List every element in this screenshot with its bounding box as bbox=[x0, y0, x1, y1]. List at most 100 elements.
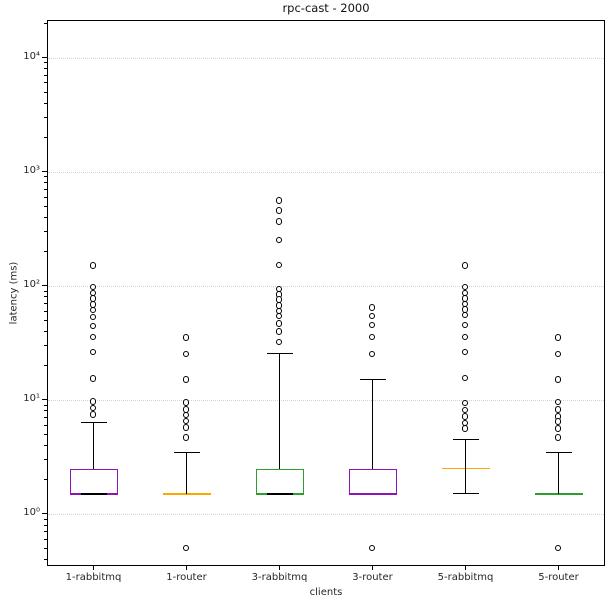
y-minor-tick bbox=[44, 479, 47, 481]
whisker-line bbox=[464, 439, 467, 469]
x-tick-label: 5-rabbitmq bbox=[437, 572, 494, 583]
median-line bbox=[162, 493, 211, 495]
flier-point bbox=[182, 399, 190, 406]
y-minor-tick bbox=[44, 22, 47, 24]
y-minor-tick bbox=[44, 102, 47, 104]
y-minor-tick bbox=[44, 444, 47, 446]
y-minor-tick bbox=[44, 136, 47, 138]
flier-point bbox=[461, 406, 469, 414]
whisker-line bbox=[185, 452, 188, 494]
flier-point bbox=[275, 261, 283, 269]
y-minor-tick bbox=[44, 531, 47, 533]
whisker-cap bbox=[266, 352, 293, 355]
y-minor-tick bbox=[44, 196, 47, 198]
x-tick-label: 5-router bbox=[538, 572, 579, 583]
flier-point bbox=[461, 399, 469, 407]
whisker-line bbox=[278, 353, 281, 469]
flier-point bbox=[554, 350, 562, 358]
flier-point bbox=[368, 333, 376, 341]
flier-point bbox=[461, 374, 469, 382]
flier-point bbox=[275, 218, 283, 225]
whisker-cap bbox=[266, 493, 293, 495]
y-major-tick bbox=[42, 399, 47, 401]
y-major-tick bbox=[42, 57, 47, 59]
y-minor-tick bbox=[44, 404, 47, 406]
whisker-cap bbox=[173, 452, 200, 454]
y-minor-tick bbox=[44, 330, 47, 332]
y-minor-tick bbox=[44, 230, 47, 232]
gridline bbox=[48, 399, 604, 401]
flier-point bbox=[554, 398, 562, 406]
flier-point bbox=[275, 197, 283, 204]
box-rect bbox=[69, 468, 118, 494]
x-tick bbox=[558, 566, 559, 570]
y-major-tick bbox=[42, 171, 47, 173]
y-minor-tick bbox=[44, 176, 47, 178]
flier-point bbox=[89, 404, 97, 412]
flier-point bbox=[461, 311, 469, 319]
whisker-line bbox=[464, 468, 467, 494]
median-line bbox=[534, 493, 583, 495]
y-minor-tick bbox=[44, 290, 47, 292]
x-tick bbox=[279, 566, 280, 570]
flier-point bbox=[89, 333, 97, 341]
plot-area bbox=[47, 20, 605, 566]
y-minor-tick bbox=[44, 558, 47, 560]
y-minor-tick bbox=[44, 417, 47, 419]
x-tick bbox=[465, 566, 466, 570]
x-tick bbox=[93, 566, 94, 570]
flier-point bbox=[368, 544, 376, 552]
gridline bbox=[48, 57, 604, 59]
y-minor-tick bbox=[44, 459, 47, 461]
y-tick-label: 10⁴ bbox=[23, 50, 40, 62]
flier-point bbox=[182, 544, 190, 552]
y-minor-tick bbox=[44, 344, 47, 346]
flier-point bbox=[554, 425, 562, 432]
y-minor-tick bbox=[44, 296, 47, 298]
y-axis-label: latency (ms) bbox=[8, 261, 20, 325]
y-minor-tick bbox=[44, 74, 47, 76]
flier-point bbox=[554, 406, 562, 413]
flier-point bbox=[461, 333, 469, 341]
flier-point bbox=[275, 207, 283, 214]
x-tick bbox=[372, 566, 373, 570]
flier-point bbox=[182, 334, 190, 341]
flier-point bbox=[89, 313, 97, 321]
y-tick-label: 10⁰ bbox=[23, 506, 40, 518]
whisker-cap bbox=[80, 422, 107, 424]
flier-point bbox=[89, 398, 97, 405]
y-minor-tick bbox=[44, 424, 47, 426]
whisker-line bbox=[557, 452, 560, 494]
y-tick-label: 10¹ bbox=[23, 392, 40, 404]
flier-point bbox=[182, 350, 190, 358]
y-minor-tick bbox=[44, 216, 47, 218]
y-minor-tick bbox=[44, 365, 47, 367]
flier-point bbox=[89, 295, 97, 302]
y-tick-label: 10² bbox=[23, 278, 40, 290]
flier-point bbox=[461, 413, 469, 420]
y-tick-label: 10³ bbox=[23, 164, 40, 176]
flier-point bbox=[554, 418, 562, 425]
flier-point bbox=[275, 236, 283, 244]
y-major-tick bbox=[42, 285, 47, 287]
y-minor-tick bbox=[44, 182, 47, 184]
x-tick-label: 3-router bbox=[352, 572, 393, 583]
x-axis-label: clients bbox=[309, 587, 343, 598]
y-minor-tick bbox=[44, 82, 47, 84]
y-minor-tick bbox=[44, 205, 47, 207]
flier-point bbox=[89, 306, 97, 314]
whisker-line bbox=[92, 422, 95, 469]
y-minor-tick bbox=[44, 188, 47, 190]
whisker-cap bbox=[80, 493, 107, 495]
flier-point bbox=[182, 376, 190, 383]
flier-point bbox=[368, 350, 376, 358]
flier-point bbox=[275, 338, 283, 346]
flier-point bbox=[275, 312, 283, 320]
flier-point bbox=[182, 417, 190, 425]
y-major-tick bbox=[42, 513, 47, 515]
flier-point bbox=[461, 321, 469, 329]
x-tick-label: 3-rabbitmq bbox=[251, 572, 308, 583]
y-minor-tick bbox=[44, 433, 47, 435]
gridline bbox=[48, 171, 604, 173]
